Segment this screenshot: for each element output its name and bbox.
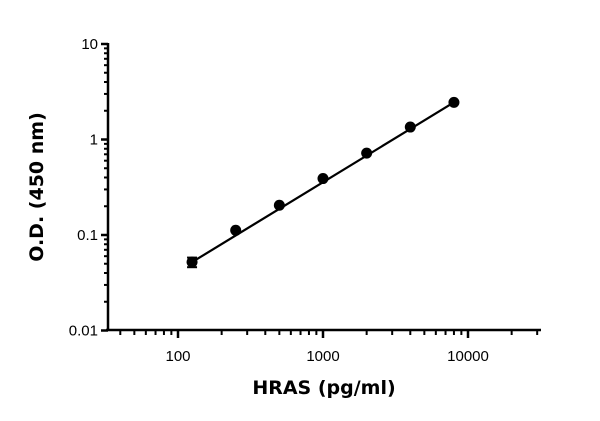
y-tick-label: 0.1 [77,227,98,244]
y-tick-label: 1 [90,132,98,149]
data-point [448,96,460,108]
data-point [404,121,416,133]
data-point [317,173,329,185]
x-tick-label: 1000 [306,348,339,365]
data-point [186,256,198,268]
y-tick-label: 10 [81,36,98,53]
data-points [186,96,460,269]
x-tick-label: 10000 [447,348,489,365]
y-axis-major-ticks: 0.01 0.1 1 10 [69,36,108,340]
data-point [361,147,373,159]
y-axis-title: O.D. (450 nm) [26,112,48,262]
data-point [230,224,242,236]
x-tick-label: 100 [165,348,190,365]
data-point [273,199,285,211]
y-tick-label: 0.01 [69,323,98,340]
x-axis-title: HRAS (pg/ml) [252,377,395,399]
x-axis-major-ticks: 100 1000 10000 [165,330,489,365]
